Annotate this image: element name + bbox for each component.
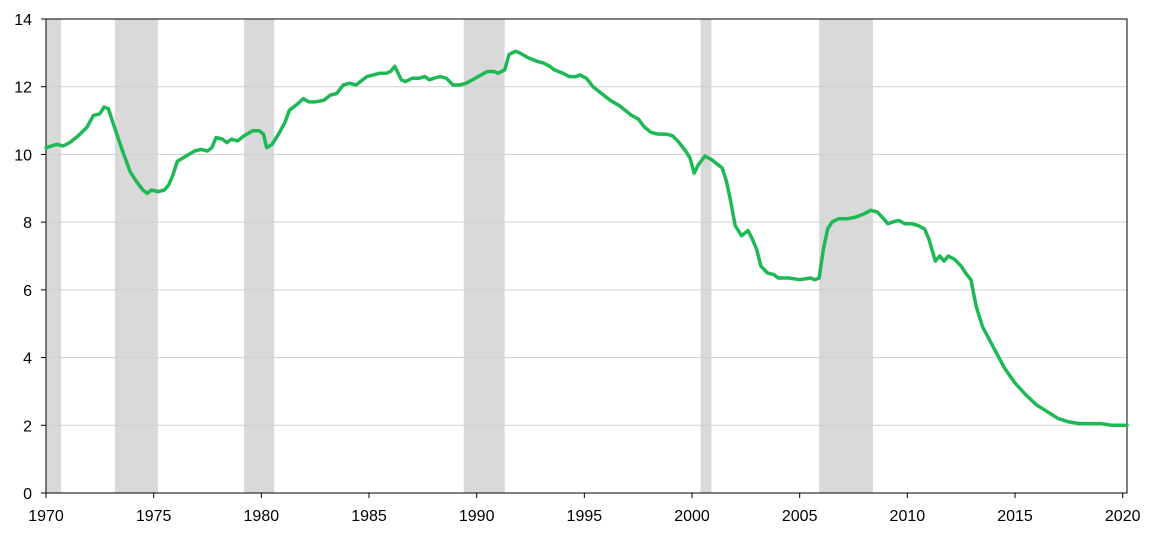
shaded-period-4: [700, 19, 712, 493]
x-tick-label: 1970: [28, 508, 64, 525]
shaded-periods: [46, 19, 873, 493]
shaded-period-1: [114, 19, 158, 493]
x-tick-label: 2015: [997, 508, 1033, 525]
series-line-0: [44, 49, 1129, 428]
y-tick-label: 10: [14, 147, 32, 164]
y-tick-label: 0: [23, 486, 32, 503]
y-tick-label: 14: [14, 12, 32, 29]
x-tick-label: 1990: [459, 508, 495, 525]
y-tick-label: 6: [23, 283, 32, 300]
x-tick-label: 1975: [136, 508, 172, 525]
x-tick-label: 2020: [1105, 508, 1141, 525]
shaded-period-5: [819, 19, 873, 493]
x-tick-label: 1985: [351, 508, 387, 525]
x-tick-label: 2000: [674, 508, 710, 525]
y-tick-label: 8: [23, 215, 32, 232]
y-axis-ticks: 0 2 4 6 8 10 12 14: [14, 12, 46, 503]
x-tick-label: 2005: [782, 508, 818, 525]
shaded-period-3: [463, 19, 505, 493]
series-layer: [44, 49, 1129, 428]
x-tick-label: 2010: [890, 508, 926, 525]
x-tick-label: 1980: [244, 508, 280, 525]
x-tick-label: 1995: [567, 508, 603, 525]
y-tick-label: 4: [23, 351, 32, 368]
horizontal-gridlines: [46, 86, 1127, 426]
y-tick-label: 12: [14, 80, 32, 97]
x-axis-ticks: 1970 1975 1980 1985 1990 1995 2000 2005 2010 2015…: [28, 493, 1141, 525]
plot-area-frame: [45, 18, 1128, 494]
shaded-period-0: [46, 19, 62, 493]
y-tick-label: 2: [23, 418, 32, 435]
shaded-period-2: [244, 19, 275, 493]
